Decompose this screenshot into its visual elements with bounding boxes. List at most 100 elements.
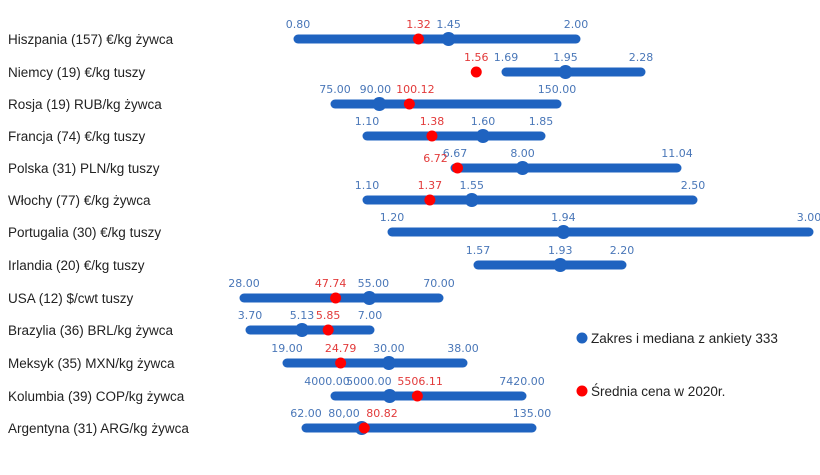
row-label: Francja (74) €/kg tuszy <box>8 129 146 144</box>
chart-row: Portugalia (30) €/kg tuszy 1.20 1.94 3.00 <box>8 211 820 240</box>
min-value-label: 1.10 <box>355 115 380 128</box>
max-value-label: 2.20 <box>610 244 635 257</box>
average-value-label: 24.79 <box>325 342 357 355</box>
median-marker <box>515 161 530 175</box>
average-marker <box>330 292 342 304</box>
median-marker <box>476 129 490 143</box>
average-value-label: 1.38 <box>420 115 445 128</box>
max-value-label: 150.00 <box>538 83 577 96</box>
max-value-label: 7420.00 <box>499 375 545 388</box>
median-marker <box>553 258 568 272</box>
max-value-label: 3.00 <box>797 211 820 224</box>
legend-marker-average <box>576 385 588 397</box>
min-value-label: 28.00 <box>228 277 260 290</box>
median-value-label: 5.13 <box>290 309 315 322</box>
average-value-label: 5506.11 <box>397 375 443 388</box>
max-value-label: 135.00 <box>513 407 552 420</box>
min-value-label: 75.00 <box>319 83 351 96</box>
chart-row: Brazylia (36) BRL/kg żywca 3.70 5.13 7.00 5.… <box>8 309 382 338</box>
min-value-label: 19.00 <box>271 342 303 355</box>
legend-label-range: Zakres i mediana z ankiety 333 <box>591 331 778 346</box>
max-value-label: 11.04 <box>661 147 693 160</box>
median-marker <box>558 65 573 79</box>
median-value-label: 1.93 <box>548 244 573 257</box>
row-label: Portugalia (30) €/kg tuszy <box>8 225 161 240</box>
median-value-label: 1.95 <box>553 51 578 64</box>
max-value-label: 2.50 <box>681 179 706 192</box>
chart-row: Rosja (19) RUB/kg żywca 75.00 90.00 150.00 1… <box>8 83 576 112</box>
row-label: Irlandia (20) €/kg tuszy <box>8 258 145 273</box>
row-label: Argentyna (31) ARG/kg żywca <box>8 421 189 436</box>
median-value-label: 30.00 <box>373 342 405 355</box>
average-marker <box>426 130 438 142</box>
average-marker <box>470 66 482 78</box>
median-value-label: 5000.00 <box>346 375 392 388</box>
average-value-label: 6.72 <box>423 152 448 165</box>
chart-row: USA (12) $/cwt tuszy 28.00 55.00 70.00 47.74 <box>8 277 455 306</box>
row-label: Polska (31) PLN/kg tuszy <box>8 161 160 176</box>
median-value-label: 55.00 <box>358 277 390 290</box>
min-value-label: 1.57 <box>466 244 491 257</box>
average-marker <box>412 33 424 45</box>
legend-marker-range <box>576 332 588 344</box>
average-marker <box>358 422 370 434</box>
min-value-label: 1.69 <box>494 51 519 64</box>
median-value-label: 90.00 <box>360 83 392 96</box>
average-value-label: 1.32 <box>406 18 431 31</box>
min-value-label: 62.00 <box>290 407 322 420</box>
min-value-label: 3.70 <box>238 309 263 322</box>
row-label: Brazylia (36) BRL/kg żywca <box>8 323 174 338</box>
average-value-label: 47.74 <box>315 277 347 290</box>
row-label: Niemcy (19) €/kg tuszy <box>8 65 146 80</box>
average-marker <box>411 390 423 402</box>
median-value-label: 1.55 <box>460 179 485 192</box>
max-value-label: 2.28 <box>629 51 654 64</box>
chart-row: Włochy (77) €/kg żywca 1.10 1.55 2.50 1.37 <box>8 179 705 208</box>
chart-row: Irlandia (20) €/kg tuszy 1.57 1.93 2.20 <box>8 244 634 273</box>
row-label: Hiszpania (157) €/kg żywca <box>8 32 174 47</box>
legend-label-average: Średnia cena w 2020r. <box>591 384 725 399</box>
row-label: Meksyk (35) MXN/kg żywca <box>8 356 175 371</box>
min-value-label: 4000.00 <box>304 375 350 388</box>
row-label: Rosja (19) RUB/kg żywca <box>8 97 162 112</box>
average-value-label: 1.56 <box>464 51 489 64</box>
median-value-label: 1.94 <box>551 211 576 224</box>
average-marker <box>322 324 334 336</box>
max-value-label: 38.00 <box>447 342 479 355</box>
median-marker <box>381 356 396 370</box>
average-value-label: 80.82 <box>366 407 398 420</box>
average-value-label: 1.37 <box>418 179 443 192</box>
chart-row: Kolumbia (39) COP/kg żywca 4000.005000.00… <box>8 375 545 404</box>
row-label: Kolumbia (39) COP/kg żywca <box>8 389 185 404</box>
average-value-label: 5.85 <box>316 309 341 322</box>
max-value-label: 7.00 <box>358 309 383 322</box>
chart-row: Niemcy (19) €/kg tuszy 1.69 1.95 2.28 1.56 <box>8 51 653 80</box>
min-value-label: 1.10 <box>355 179 380 192</box>
min-value-label: 0.80 <box>286 18 311 31</box>
median-value-label: 1.45 <box>436 18 461 31</box>
chart-row: Hiszpania (157) €/kg żywca 0.80 1.45 2.00 1.… <box>8 18 588 47</box>
median-value-label: 1.60 <box>471 115 496 128</box>
chart-row: Argentyna (31) ARG/kg żywca 62.00 80,00 135… <box>8 407 551 436</box>
median-marker <box>441 32 456 46</box>
median-marker <box>382 389 397 403</box>
median-marker <box>372 97 387 111</box>
average-marker <box>335 357 347 369</box>
max-value-label: 2.00 <box>564 18 589 31</box>
chart-row: Polska (31) PLN/kg tuszy 6.67 8.00 11.04 6.7… <box>8 147 693 176</box>
min-value-label: 1.20 <box>380 211 405 224</box>
legend: Zakres i mediana z ankiety 333 Średnia c… <box>576 331 778 399</box>
median-marker <box>556 225 571 239</box>
chart-row: Meksyk (35) MXN/kg żywca 19.00 30.00 38.00 2… <box>8 342 479 371</box>
row-label: Włochy (77) €/kg żywca <box>8 193 151 208</box>
average-marker <box>403 98 415 110</box>
row-label: USA (12) $/cwt tuszy <box>8 291 134 306</box>
max-value-label: 70.00 <box>423 277 455 290</box>
max-value-label: 1.85 <box>529 115 554 128</box>
median-value-label: 80,00 <box>328 407 360 420</box>
median-value-label: 8.00 <box>510 147 535 160</box>
chart-row: Francja (74) €/kg tuszy 1.10 1.60 1.85 1.38 <box>8 115 553 144</box>
median-marker <box>362 291 377 305</box>
average-marker <box>452 162 464 174</box>
